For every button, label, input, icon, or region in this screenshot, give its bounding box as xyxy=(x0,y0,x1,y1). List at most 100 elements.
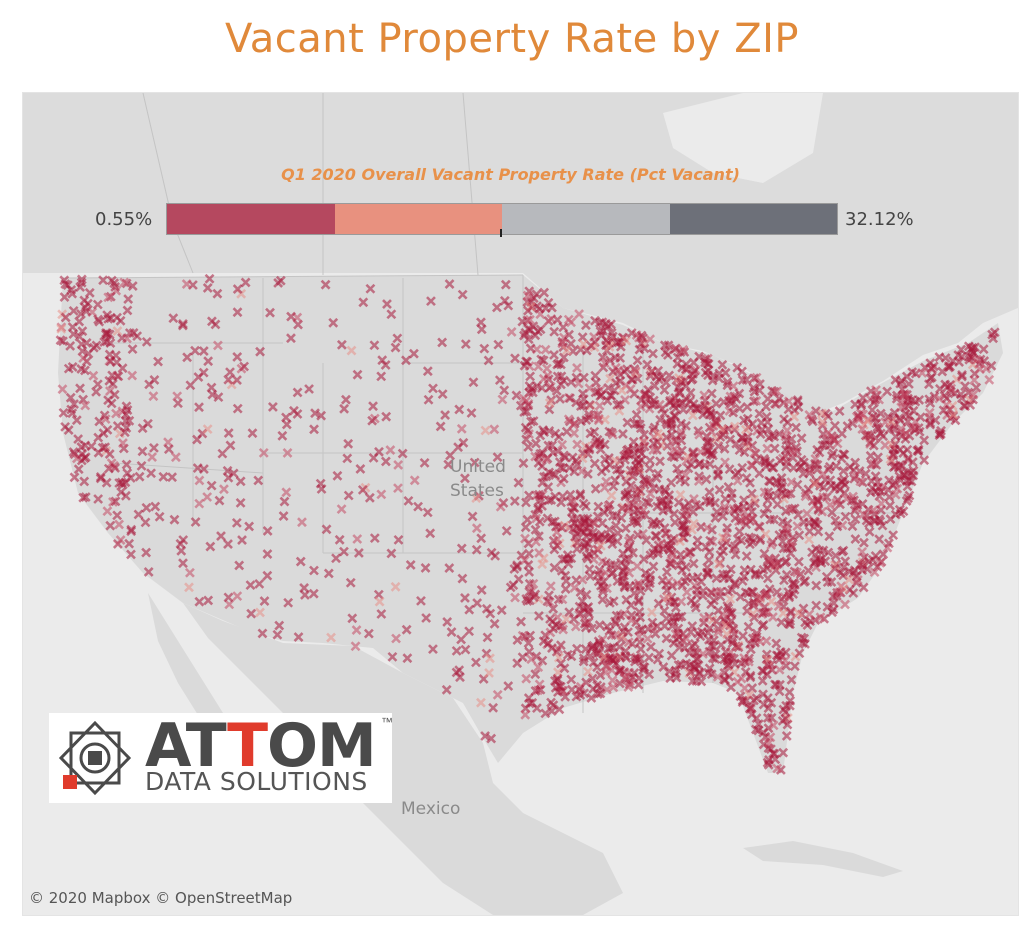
zip-marker[interactable] xyxy=(520,631,531,642)
zip-marker[interactable] xyxy=(635,401,646,412)
zip-marker[interactable] xyxy=(524,490,534,501)
zip-marker[interactable] xyxy=(538,355,549,366)
zip-marker[interactable] xyxy=(501,525,512,536)
zip-marker[interactable] xyxy=(666,540,676,551)
zip-marker[interactable] xyxy=(594,620,605,631)
zip-marker[interactable] xyxy=(742,436,753,447)
zip-marker[interactable] xyxy=(476,533,487,544)
zip-marker[interactable] xyxy=(670,343,681,354)
zip-marker[interactable] xyxy=(781,700,792,711)
zip-marker[interactable] xyxy=(557,522,567,533)
zip-marker[interactable] xyxy=(666,429,677,440)
zip-marker[interactable] xyxy=(719,668,730,678)
zip-marker[interactable] xyxy=(847,521,858,532)
zip-marker[interactable] xyxy=(667,620,678,631)
zip-marker[interactable] xyxy=(69,472,80,483)
zip-marker[interactable] xyxy=(745,564,756,575)
zip-marker[interactable] xyxy=(540,708,551,719)
zip-marker[interactable] xyxy=(730,549,741,560)
zip-marker[interactable] xyxy=(530,685,541,696)
zip-marker[interactable] xyxy=(267,401,278,412)
zip-marker[interactable] xyxy=(728,407,739,418)
zip-marker[interactable] xyxy=(707,426,717,437)
zip-marker[interactable] xyxy=(101,336,112,347)
zip-marker[interactable] xyxy=(770,679,780,690)
zip-marker[interactable] xyxy=(868,505,879,516)
zip-marker[interactable] xyxy=(143,418,153,429)
zip-marker[interactable] xyxy=(729,506,740,517)
zip-marker[interactable] xyxy=(651,519,661,530)
zip-marker[interactable] xyxy=(390,581,401,592)
zip-marker[interactable] xyxy=(454,404,465,415)
zip-marker[interactable] xyxy=(666,451,677,462)
zip-marker[interactable] xyxy=(121,409,131,420)
zip-marker[interactable] xyxy=(648,348,658,359)
zip-marker[interactable] xyxy=(437,389,448,400)
zip-marker[interactable] xyxy=(606,568,617,579)
zip-marker[interactable] xyxy=(655,456,665,467)
zip-marker[interactable] xyxy=(546,697,556,708)
zip-marker[interactable] xyxy=(844,574,855,585)
zip-marker[interactable] xyxy=(525,343,536,354)
zip-marker[interactable] xyxy=(679,524,690,535)
zip-marker[interactable] xyxy=(556,359,566,370)
zip-marker[interactable] xyxy=(827,507,837,518)
zip-marker[interactable] xyxy=(525,325,536,335)
zip-marker[interactable] xyxy=(850,514,861,525)
zip-marker[interactable] xyxy=(523,442,534,452)
zip-marker[interactable] xyxy=(700,445,711,456)
zip-marker[interactable] xyxy=(772,386,782,397)
zip-marker[interactable] xyxy=(631,492,642,503)
zip-marker[interactable] xyxy=(711,573,722,584)
zip-marker[interactable] xyxy=(522,290,533,301)
zip-marker[interactable] xyxy=(585,340,596,351)
zip-marker[interactable] xyxy=(792,567,802,578)
zip-marker[interactable] xyxy=(725,594,736,604)
zip-marker[interactable] xyxy=(975,364,985,375)
zip-marker[interactable] xyxy=(749,695,759,706)
zip-marker[interactable] xyxy=(246,608,257,619)
zip-marker[interactable] xyxy=(210,319,221,330)
zip-marker[interactable] xyxy=(778,747,789,758)
zip-marker[interactable] xyxy=(626,480,636,491)
zip-marker[interactable] xyxy=(633,578,644,589)
zip-marker[interactable] xyxy=(549,349,559,360)
zip-marker[interactable] xyxy=(706,599,717,610)
zip-marker[interactable] xyxy=(721,652,732,663)
zip-marker[interactable] xyxy=(742,606,752,617)
zip-marker[interactable] xyxy=(705,437,715,448)
zip-marker[interactable] xyxy=(596,466,607,477)
zip-marker[interactable] xyxy=(625,465,636,476)
zip-marker[interactable] xyxy=(642,359,653,370)
zip-marker[interactable] xyxy=(520,533,530,544)
zip-marker[interactable] xyxy=(960,381,971,392)
zip-marker[interactable] xyxy=(885,500,895,511)
zip-marker[interactable] xyxy=(594,638,605,649)
zip-marker[interactable] xyxy=(722,380,733,391)
zip-marker[interactable] xyxy=(223,472,234,483)
zip-marker[interactable] xyxy=(622,417,633,428)
zip-marker[interactable] xyxy=(633,505,644,516)
zip-marker[interactable] xyxy=(86,441,97,452)
zip-marker[interactable] xyxy=(471,657,481,668)
zip-marker[interactable] xyxy=(523,425,533,436)
zip-marker[interactable] xyxy=(597,518,608,529)
zip-marker[interactable] xyxy=(705,408,716,418)
zip-marker[interactable] xyxy=(206,382,217,393)
zip-marker[interactable] xyxy=(746,460,757,470)
zip-marker[interactable] xyxy=(390,342,401,353)
zip-marker[interactable] xyxy=(78,394,89,405)
zip-marker[interactable] xyxy=(392,333,403,344)
zip-marker[interactable] xyxy=(444,563,455,573)
zip-marker[interactable] xyxy=(104,329,115,340)
zip-marker[interactable] xyxy=(804,534,814,545)
zip-marker[interactable] xyxy=(289,405,299,416)
zip-marker[interactable] xyxy=(913,444,924,455)
zip-marker[interactable] xyxy=(860,468,871,479)
zip-marker[interactable] xyxy=(193,372,204,382)
zip-marker[interactable] xyxy=(888,462,899,473)
zip-marker[interactable] xyxy=(712,671,723,682)
zip-marker[interactable] xyxy=(281,487,292,498)
zip-marker[interactable] xyxy=(531,536,541,547)
zip-marker[interactable] xyxy=(479,343,490,354)
